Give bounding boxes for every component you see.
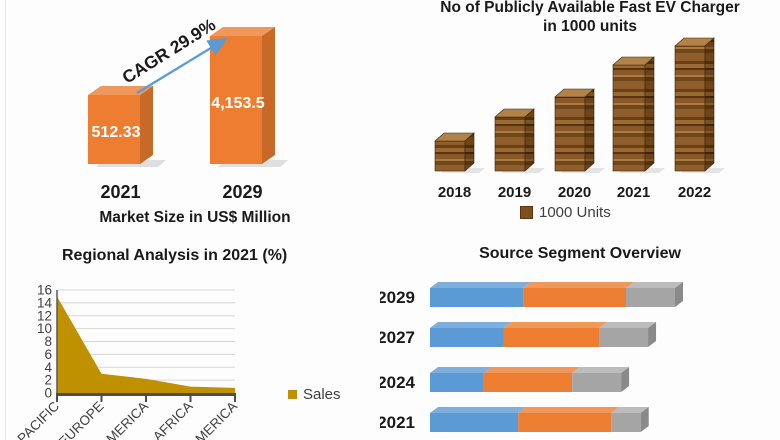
category-label: 2029 — [380, 288, 415, 307]
bar-value-label: 512.33 — [92, 124, 141, 141]
units-legend-label: 1000 Units — [539, 204, 611, 221]
segment-2-orange-top — [523, 282, 634, 288]
regional-analysis-chart-svg: 0246810121416ASIA PACIFICEUROPENORTH AME… — [0, 283, 240, 440]
wood-bar-front-2022 — [674, 45, 706, 172]
segment-3-gray-top — [611, 407, 649, 413]
y-tick-label: 16 — [37, 283, 52, 298]
segment-2-orange-2024 — [483, 373, 573, 392]
x-category-label: AFRICA — [150, 399, 196, 440]
segment-1-blue-2021 — [430, 413, 519, 432]
bar-end-side — [675, 282, 683, 307]
segment-1-blue-top — [430, 322, 512, 328]
y-tick-label: 12 — [37, 308, 52, 323]
regional-analysis-title: Regional Analysis in 2021 (%) — [62, 247, 288, 264]
wood-bar-front-2020 — [554, 96, 586, 172]
wood-bar-side — [704, 37, 715, 172]
segment-3-gray-2021 — [611, 413, 641, 432]
bar-top — [210, 27, 275, 36]
y-tick-label: 14 — [37, 295, 53, 310]
units-legend-swatch — [520, 206, 533, 219]
segment-1-blue-2029 — [430, 288, 524, 307]
ev-charger-chart-title: No of Publicly Available Fast EV Charger… — [400, 0, 780, 36]
wood-bar-side — [464, 132, 475, 172]
category-label: 2021 — [380, 413, 415, 432]
ev-charger-title-line1: No of Publicly Available Fast EV Charger — [440, 0, 740, 16]
segment-3-gray-top — [626, 282, 683, 288]
segment-1-blue-top — [430, 367, 492, 373]
segment-2-orange-top — [483, 367, 581, 373]
ev-charger-title-line2: in 1000 units — [543, 18, 637, 35]
bar-top — [88, 86, 153, 95]
bar-side — [262, 27, 275, 164]
ev-charger-chart-svg: 2018 2019 2020 2021 2022 — [434, 37, 725, 201]
category-label: 2029 — [222, 182, 262, 202]
market-size-axis-title: Market Size in US$ Million — [99, 209, 291, 226]
sales-legend-label: Sales — [303, 386, 341, 403]
category-label: 2022 — [678, 184, 711, 201]
segment-3-gray-2024 — [572, 373, 622, 392]
segment-3-gray-top — [572, 367, 630, 373]
bar-end-side — [621, 367, 630, 392]
bar-front-2029 — [210, 36, 262, 164]
x-category-label: ASIA PACIFIC — [0, 398, 62, 440]
category-label: 2027 — [380, 328, 415, 347]
sales-legend-swatch — [288, 390, 297, 399]
wood-bar-side — [524, 108, 535, 172]
segment-3-gray-top — [599, 322, 657, 328]
segment-1-blue-2024 — [430, 373, 484, 392]
sales-legend: Sales — [288, 386, 341, 403]
bar-value-label: 4,153.5 — [211, 95, 264, 112]
segment-2-orange-2021 — [518, 413, 612, 432]
source-segment-title: Source Segment Overview — [479, 245, 681, 262]
bar-front-2021 — [88, 95, 140, 164]
wood-bar-front-2018 — [434, 140, 466, 172]
wood-bar-front-2021 — [612, 64, 646, 172]
segment-3-gray-2029 — [626, 288, 675, 307]
category-label: 2021 — [100, 182, 140, 202]
segment-1-blue-2027 — [430, 328, 504, 347]
category-label: 2020 — [558, 184, 591, 201]
category-label: 2024 — [380, 373, 416, 392]
cagr-arrow — [136, 37, 228, 94]
wood-bar-front-2019 — [494, 116, 526, 172]
segment-1-blue-top — [430, 282, 532, 288]
bar-end-side — [640, 407, 649, 432]
category-label: 2021 — [617, 184, 650, 201]
x-category-label: EUROPE — [56, 399, 107, 440]
segment-3-gray-2027 — [599, 328, 649, 347]
y-tick-label: 10 — [37, 321, 52, 336]
wood-bar-side — [584, 88, 595, 172]
y-tick-label: 8 — [44, 334, 52, 349]
segment-2-orange-2027 — [503, 328, 600, 347]
y-tick-label: 4 — [44, 360, 52, 375]
y-tick-label: 2 — [44, 373, 52, 388]
sales-area-series — [57, 296, 235, 393]
bar-end-side — [648, 322, 657, 347]
y-tick-label: 6 — [44, 347, 52, 362]
left-border-line — [5, 0, 6, 440]
bar-side — [140, 86, 153, 164]
y-tick-label: 0 — [44, 386, 52, 401]
ev-charger-legend: 1000 Units — [520, 204, 611, 221]
source-segment-chart-svg: 2029 2027 2024 2021 — [380, 282, 683, 432]
segment-1-blue-top — [430, 407, 527, 413]
wood-bar-side — [644, 56, 655, 172]
segment-2-orange-top — [503, 322, 608, 328]
segment-2-orange-top — [518, 407, 620, 413]
category-label: 2019 — [498, 184, 531, 201]
category-label: 2018 — [438, 184, 471, 201]
segment-2-orange-2029 — [523, 288, 626, 307]
